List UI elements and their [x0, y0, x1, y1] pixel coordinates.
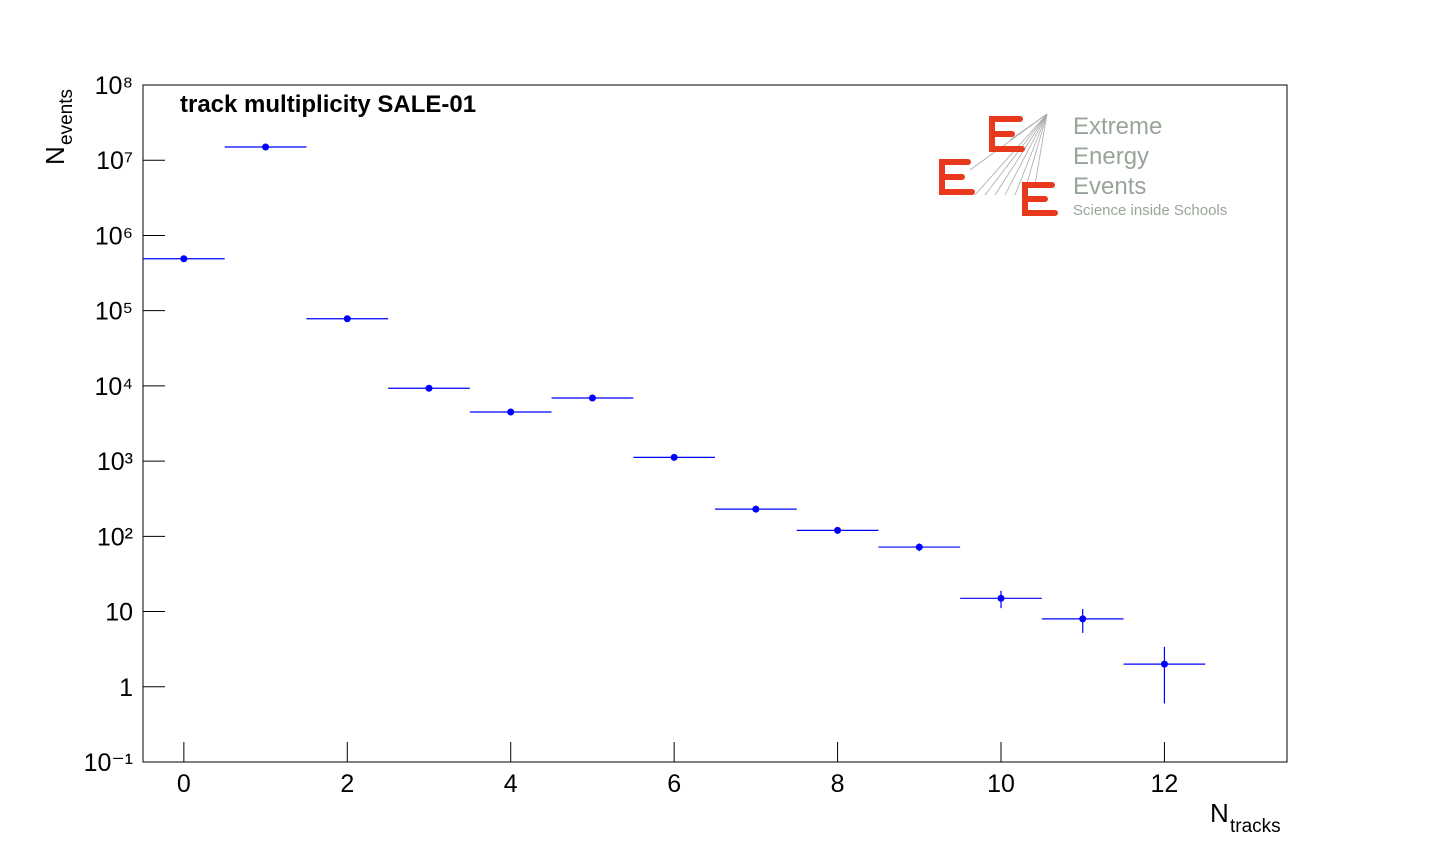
data-point — [507, 408, 515, 416]
x-axis-label-sub: tracks — [1230, 816, 1281, 837]
logo-letters — [939, 116, 1058, 216]
logo-text: Events — [1073, 173, 1146, 200]
x-tick-label: 6 — [667, 770, 681, 798]
logo-fan — [969, 113, 1048, 196]
chart-title: track multiplicity SALE-01 — [180, 91, 476, 118]
y-tick-label: 10⁸ — [95, 72, 133, 100]
y-tick-label: 1 — [119, 674, 133, 702]
data-point — [588, 394, 596, 402]
x-tick-label: 4 — [504, 770, 518, 798]
logo-text: Extreme — [1073, 113, 1162, 140]
logo: Extreme Energy Events Science inside Sch… — [939, 113, 1227, 219]
y-axis-label: N — [40, 146, 70, 165]
x-tick-label: 8 — [831, 770, 845, 798]
data-point — [262, 143, 270, 151]
x-tick-label: 2 — [340, 770, 354, 798]
data-point — [425, 384, 433, 392]
y-axis-label-sub: events — [56, 89, 77, 145]
y-tick-label: 10³ — [97, 448, 133, 476]
y-tick-label: 10² — [97, 523, 133, 551]
y-axis-label-group: N events — [40, 89, 77, 165]
logo-text: Energy — [1073, 143, 1149, 170]
data-point — [997, 594, 1005, 602]
y-tick-label: 10⁵ — [95, 298, 133, 326]
data-point — [915, 543, 923, 551]
y-tick-label: 10⁶ — [95, 222, 133, 250]
data-point — [343, 315, 351, 323]
data-point — [834, 526, 842, 534]
x-axis-label: N — [1210, 798, 1229, 828]
data-point — [180, 255, 188, 263]
x-tick-label: 10 — [987, 770, 1015, 798]
x-tick-label: 12 — [1151, 770, 1179, 798]
data-point — [1079, 615, 1087, 623]
data-point — [752, 505, 760, 513]
plot-frame — [142, 84, 1288, 763]
y-tick-label: 10⁴ — [94, 373, 133, 401]
logo-tagline: Science inside Schools — [1073, 202, 1227, 219]
y-tick-label: 10⁷ — [96, 147, 133, 175]
x-tick-label: 0 — [177, 770, 191, 798]
y-tick-label: 10 — [105, 599, 133, 627]
y-tick-label: 10⁻¹ — [84, 749, 133, 777]
data-point — [1160, 660, 1168, 668]
data-point — [670, 453, 678, 461]
